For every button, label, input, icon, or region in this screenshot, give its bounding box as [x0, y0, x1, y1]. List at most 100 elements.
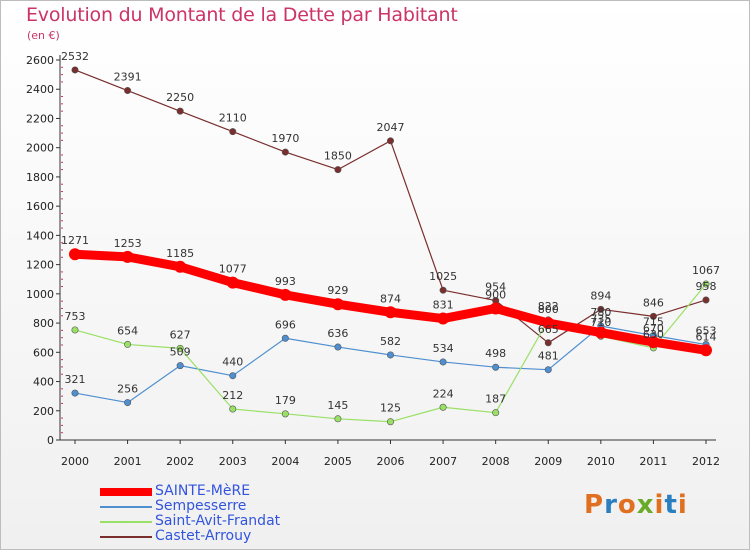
chart-title: Evolution du Montant de la Dette par Hab… [26, 4, 458, 26]
data-point-0-1 [121, 250, 134, 263]
data-label-0-11: 670 [643, 322, 664, 335]
data-point-0-2 [174, 260, 187, 273]
legend-label: Saint-Avit-Frandat [155, 513, 281, 529]
legend-swatch [100, 488, 152, 496]
data-point-3-4 [281, 148, 289, 156]
data-label-3-5: 1850 [324, 150, 352, 163]
y-tick-label-0: 0 [47, 434, 54, 447]
data-point-0-10 [594, 326, 607, 339]
data-point-2-8 [492, 409, 500, 417]
data-label-1-0: 321 [65, 373, 86, 386]
logo-letter: i [677, 490, 688, 520]
x-tick-label-2011: 2011 [639, 455, 667, 468]
data-point-2-0 [71, 326, 79, 334]
data-label-2-7: 224 [433, 387, 454, 400]
legend-swatch [100, 536, 152, 538]
x-tick-label-2009: 2009 [534, 455, 562, 468]
logo-letter: P [584, 490, 605, 520]
x-tick-label-2006: 2006 [377, 455, 405, 468]
legend-label: SAINTE-MèRE [155, 483, 251, 499]
y-tick-label-600: 600 [33, 346, 54, 359]
x-tick-label-2005: 2005 [324, 455, 352, 468]
data-label-2-5: 145 [327, 399, 348, 412]
data-point-0-11 [647, 336, 660, 349]
data-label-2-11: 630 [643, 328, 664, 341]
data-point-1-6 [386, 351, 394, 359]
y-tick-label-1400: 1400 [26, 229, 54, 242]
data-label-1-10: 780 [590, 306, 611, 319]
data-point-3-2 [176, 107, 184, 115]
y-tick-label-2600: 2600 [26, 54, 54, 67]
data-point-2-6 [386, 418, 394, 426]
data-label-3-1: 2391 [114, 71, 142, 84]
data-label-3-3: 2110 [219, 112, 247, 125]
data-label-2-8: 187 [485, 393, 506, 406]
data-label-2-4: 179 [275, 394, 296, 407]
data-label-2-3: 212 [222, 389, 243, 402]
data-point-2-3 [229, 405, 237, 413]
y-tick-label-1200: 1200 [26, 259, 54, 272]
logo-letter: r [604, 490, 618, 520]
data-point-1-5 [334, 343, 342, 351]
data-label-1-11: 715 [643, 316, 664, 329]
data-label-0-9: 800 [538, 303, 559, 316]
data-label-0-1: 1253 [114, 237, 142, 250]
data-label-2-9: 822 [538, 300, 559, 313]
data-point-0-12 [700, 344, 712, 357]
data-point-3-7 [439, 286, 447, 294]
data-point-2-12 [702, 280, 710, 288]
logo-letter: x [636, 490, 655, 520]
data-label-2-1: 654 [117, 324, 138, 337]
data-label-3-0: 2532 [61, 50, 89, 63]
y-tick-label-800: 800 [33, 317, 54, 330]
data-point-2-7 [439, 403, 447, 411]
data-label-0-10: 735 [590, 313, 611, 326]
data-label-2-6: 125 [380, 402, 401, 415]
data-point-3-5 [334, 166, 342, 174]
data-label-0-2: 1185 [166, 247, 194, 260]
x-tick-label-2012: 2012 [692, 455, 720, 468]
data-label-1-3: 440 [222, 356, 243, 369]
data-point-0-8 [489, 302, 502, 315]
data-label-2-10: 710 [590, 316, 611, 329]
logo-letter: i [654, 490, 665, 520]
x-tick-label-2008: 2008 [482, 455, 510, 468]
x-tick-label-2002: 2002 [166, 455, 194, 468]
logo-letter: o [617, 490, 637, 520]
data-label-1-6: 582 [380, 335, 401, 348]
legend-label: Sempesserre [155, 498, 247, 514]
data-label-0-7: 831 [433, 299, 454, 312]
data-point-1-2 [176, 362, 184, 370]
data-point-1-0 [71, 389, 79, 397]
data-label-2-12: 1067 [692, 264, 720, 277]
data-point-3-9 [544, 339, 552, 347]
y-tick-label-2200: 2200 [26, 112, 54, 125]
data-label-1-1: 256 [117, 383, 138, 396]
data-point-0-3 [226, 276, 239, 289]
data-label-3-9: 665 [538, 323, 559, 336]
chart-subtitle: (en €) [27, 29, 60, 42]
data-label-0-5: 929 [327, 284, 348, 297]
data-point-3-11 [649, 312, 657, 320]
logo-letter: t [664, 490, 678, 520]
data-point-0-7 [437, 312, 450, 325]
proxiti-logo: Proxiti [584, 490, 688, 520]
data-point-2-2 [176, 344, 184, 352]
y-tick-label-1000: 1000 [26, 288, 54, 301]
data-point-2-5 [334, 415, 342, 423]
data-label-0-0: 1271 [61, 234, 89, 247]
data-label-1-7: 534 [433, 342, 454, 355]
data-point-3-12 [702, 296, 710, 304]
data-point-1-4 [281, 334, 289, 342]
data-label-1-4: 696 [275, 318, 296, 331]
legend-swatch [100, 521, 152, 523]
data-label-3-6: 2047 [377, 121, 405, 134]
data-label-1-2: 509 [170, 346, 191, 359]
legend-swatch [100, 506, 152, 508]
data-label-0-6: 874 [380, 292, 401, 305]
data-label-3-12: 958 [696, 280, 717, 293]
y-tick-label-2400: 2400 [26, 83, 54, 96]
data-point-3-0 [71, 66, 79, 74]
x-tick-label-2003: 2003 [219, 455, 247, 468]
data-label-0-8: 900 [485, 288, 506, 301]
